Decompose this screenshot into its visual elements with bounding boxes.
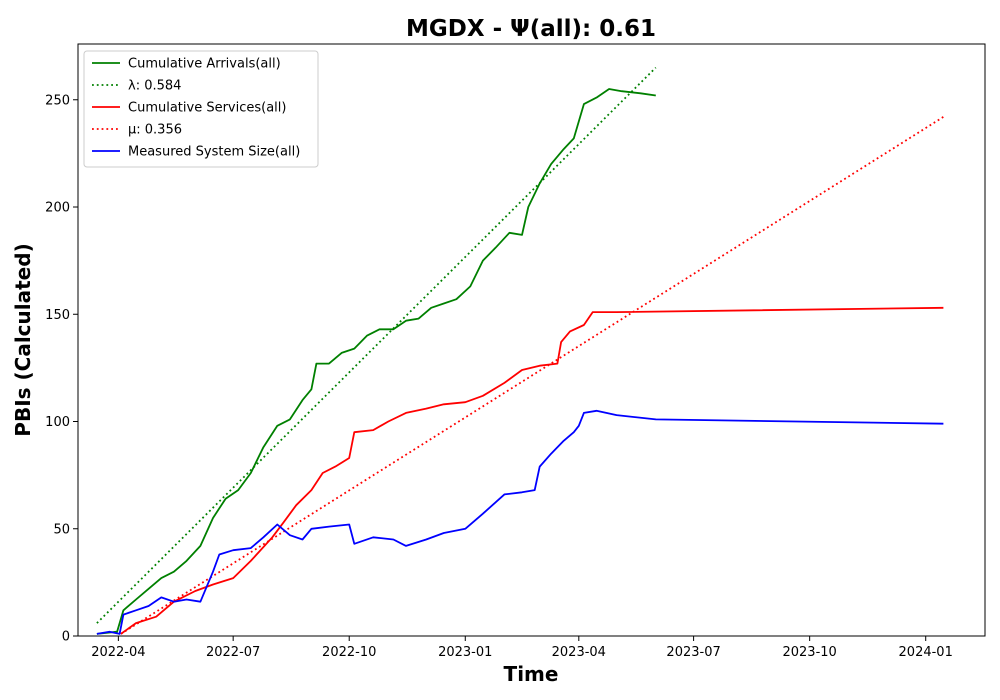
x-axis-label: Time [504, 662, 559, 686]
legend-label-measured-system-size-all: Measured System Size(all) [128, 145, 300, 160]
y-tick-label: 0 [62, 630, 70, 645]
legend-label-cumulative-arrivals-all: Cumulative Arrivals(all) [128, 57, 281, 72]
x-tick-label: 2023-10 [782, 645, 836, 660]
legend-box [83, 50, 319, 168]
x-tick-label: 2022-10 [322, 645, 376, 660]
x-tick-label: 2023-01 [438, 645, 492, 660]
x-tick-label: 2023-04 [552, 645, 606, 660]
legend-label-0-356: μ: 0.356 [128, 123, 182, 138]
legend-label-0-584: λ: 0.584 [128, 79, 181, 94]
plot-frame [77, 43, 986, 637]
y-tick-label: 150 [45, 308, 70, 323]
y-axis-label: PBIs (Calculated) [11, 243, 35, 436]
x-tick-label: 2024-01 [899, 645, 953, 660]
y-tick-label: 50 [53, 522, 70, 537]
legend-label-cumulative-services-all: Cumulative Services(all) [128, 101, 286, 116]
x-axis-ticks: 2022-04 2022-07 2022-10 2023-01 2023-04 2023-… [91, 636, 953, 660]
y-tick-label: 200 [45, 201, 70, 216]
series-layer [96, 66, 944, 635]
x-tick-label: 2023-07 [666, 645, 720, 660]
series-line-2 [96, 66, 657, 624]
x-tick-label: 2022-04 [91, 645, 145, 660]
y-tick-label: 100 [45, 415, 70, 430]
x-tick-label: 2022-07 [206, 645, 260, 660]
series-line-1 [96, 88, 656, 635]
legend: Cumulative Arrivals(all) λ: 0.584 Cumulati… [83, 50, 319, 168]
y-axis-ticks: 0 50 100 150 200 250 [45, 93, 78, 645]
series-line-3 [120, 306, 944, 635]
series-line-5 [96, 409, 944, 635]
series-line-4 [120, 116, 944, 635]
chart-title: MGDX - Ψ(all): 0.61 [406, 16, 656, 42]
y-tick-label: 250 [45, 93, 70, 108]
